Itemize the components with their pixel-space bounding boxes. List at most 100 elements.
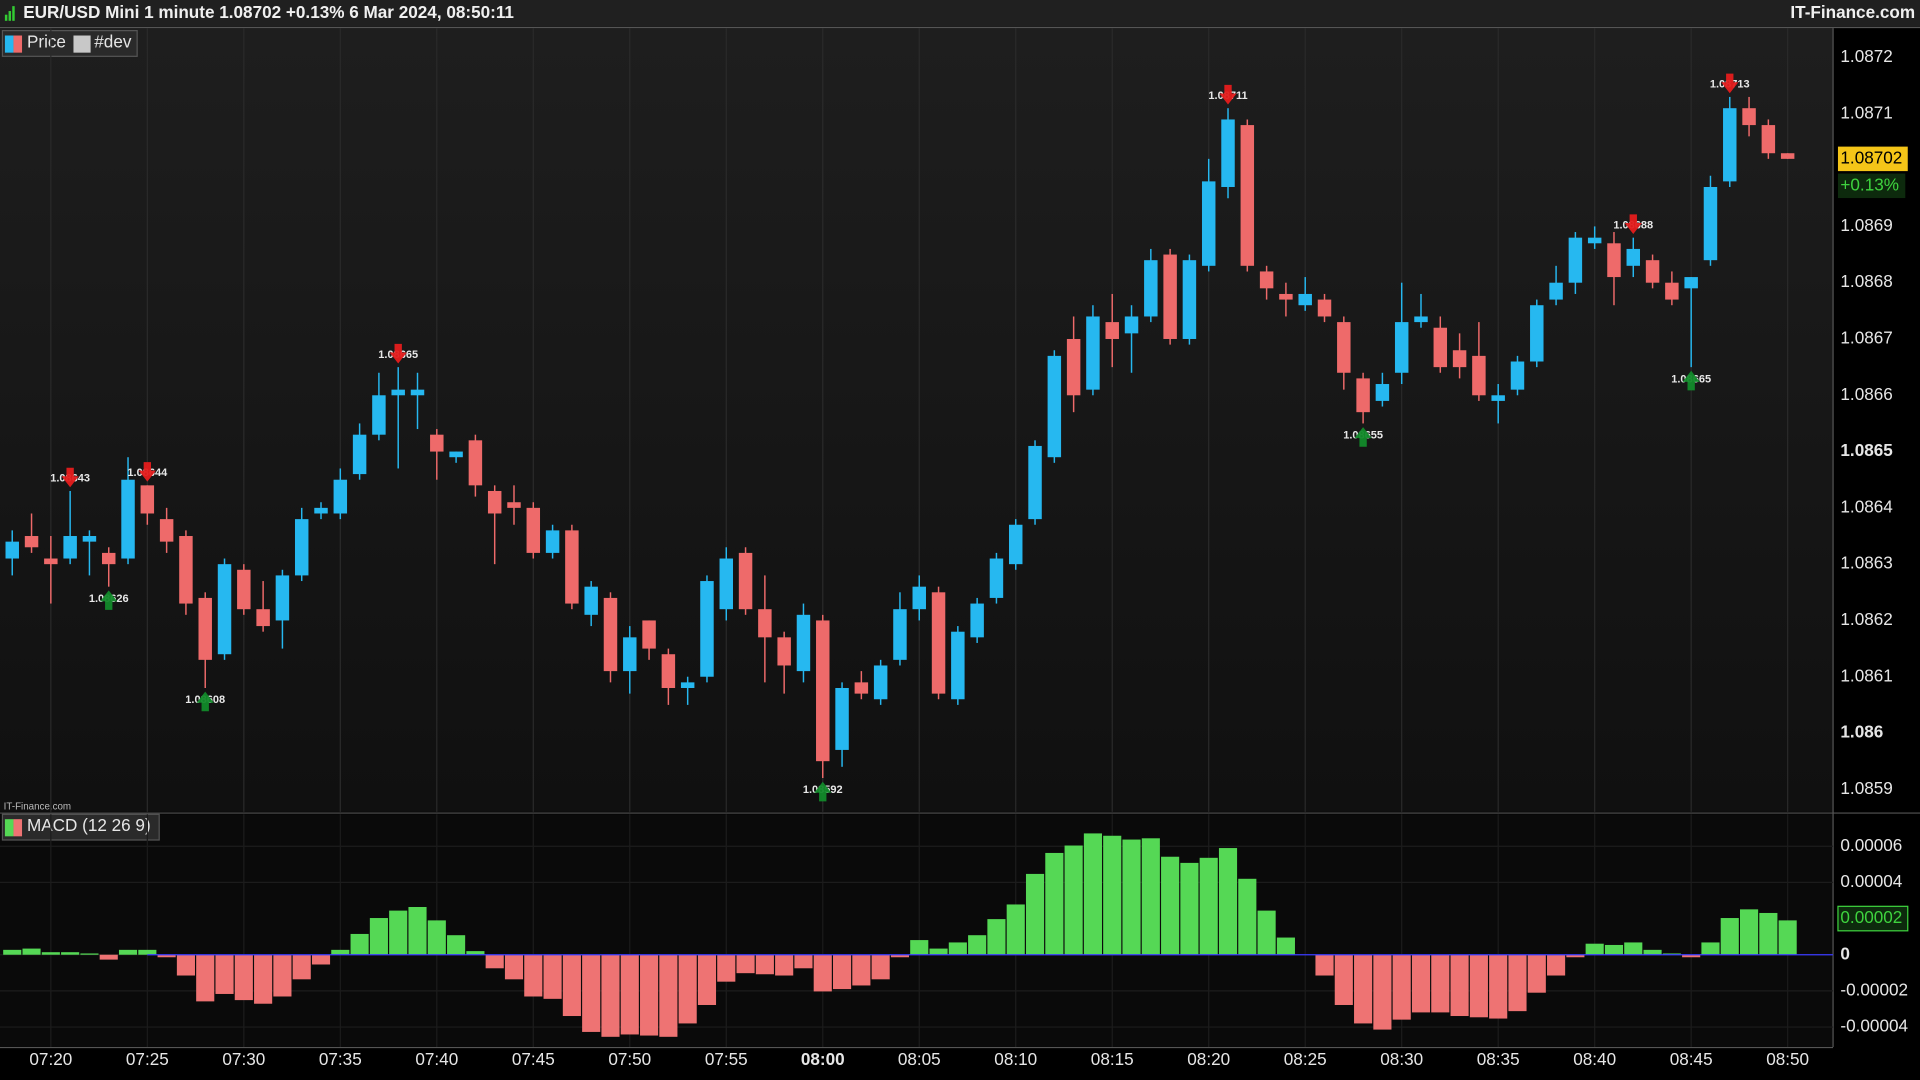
candle-body [1452,350,1467,368]
candle-body [1510,361,1525,390]
candle-body [873,665,888,700]
candle-body [63,536,77,559]
macd-bar [485,954,504,969]
x-tick-label: 07:50 [608,1049,651,1069]
candle-body [1182,260,1197,339]
macd-bar [813,954,832,992]
macd-bar [1238,878,1257,955]
macd-bar [1064,845,1083,955]
candle-body [1356,378,1370,413]
macd-bar [408,906,427,955]
macd-bar [1373,954,1392,1030]
macd-bar [871,954,890,980]
y-tick-label: 1.0868 [1840,271,1892,291]
macd-bar [80,953,99,955]
candle-body [1124,316,1139,334]
candle-body [5,541,19,559]
candle-body [1163,254,1177,339]
macd-bar [524,954,543,997]
candle-body [1607,243,1621,278]
macd-bar [736,954,755,974]
arrow-up [196,691,214,712]
macd-bar [1180,862,1199,955]
macd-bar [1315,954,1334,976]
x-tick-label: 08:50 [1766,1049,1809,1069]
candle-body [603,597,618,672]
macd-bar [697,954,717,1005]
candle-body [1684,277,1698,289]
candle-body [487,490,502,514]
candle-body [44,558,58,565]
current-value-label: 0.00002 [1840,907,1902,927]
macd-bar [1662,953,1681,955]
legend-swatch [4,35,14,53]
x-tick-label: 07:55 [705,1049,748,1069]
y-tick-label: 1.0872 [1840,46,1892,66]
candle-body [893,609,907,660]
y-tick-label: 1.0871 [1840,102,1892,122]
macd-bar [215,954,234,994]
macd-bar [659,954,678,1037]
legend-swatch [13,35,23,53]
candle-body [410,389,425,396]
arrow-down [1624,214,1642,234]
macd-bar [3,949,22,955]
chart-title: EUR/USD Mini 1 minute 1.08702 +0.13% 6 M… [23,2,514,22]
candle-body [1201,181,1216,266]
x-tick-label: 08:30 [1380,1049,1423,1069]
candle-body [1665,282,1679,300]
macd-bar [466,951,485,955]
candle-body [758,609,772,638]
macd-bar [910,940,929,955]
x-tick-label: 07:35 [319,1049,362,1069]
legend-swatch [73,35,91,53]
candle-body [391,389,405,396]
legend-label: MACD (12 26 9) [27,815,151,835]
arrow-up [1682,370,1700,391]
macd-bar [601,954,620,1037]
current-value-badge [1837,905,1909,932]
watermark: IT-Finance.com [4,802,71,813]
candle-body [661,654,676,688]
macd-bar [447,935,466,955]
candle-body [1472,355,1486,396]
macd-bar [1392,954,1411,1020]
macd-bar [1585,943,1604,955]
candle-body [1279,293,1293,300]
macd-bar [543,954,562,999]
candle-body [777,637,791,666]
candle-body [1086,316,1100,390]
candle-body [372,395,386,435]
candle-body [526,507,541,553]
macd-bar [890,954,910,958]
arrow-down [138,462,156,482]
legend-box [1,30,138,57]
macd-bar [968,935,987,955]
macd-bar [1643,949,1662,955]
legend-swatch [13,819,23,837]
macd-bar [1218,848,1238,955]
x-tick-label: 07:25 [126,1049,169,1069]
macd-bar [1276,937,1295,955]
change-badge [1837,173,1906,199]
arrow-up [1354,427,1372,447]
last-price-label: 1.08702 [1840,147,1902,167]
macd-bar [620,954,639,1035]
candle-body [121,479,135,559]
macd-bar [987,919,1006,955]
candle-body [680,682,695,688]
macd-bar [1006,904,1025,955]
candle-body [1240,125,1255,266]
macd-bar [832,954,852,990]
candle-body [1028,445,1042,520]
macd-bar [273,954,292,997]
candle-body [217,564,232,655]
macd-bar [1025,873,1045,955]
overlays: 1.0859 1.086 1.0861 1.0862 1.0863 1.0864 1.086… [29,46,1908,1069]
y-tick-label: -0.00004 [1840,1016,1908,1036]
x-tick-label: 07:40 [415,1049,458,1069]
macd-bar [755,954,774,975]
candle-body [1780,153,1795,159]
macd-bar [717,954,736,982]
